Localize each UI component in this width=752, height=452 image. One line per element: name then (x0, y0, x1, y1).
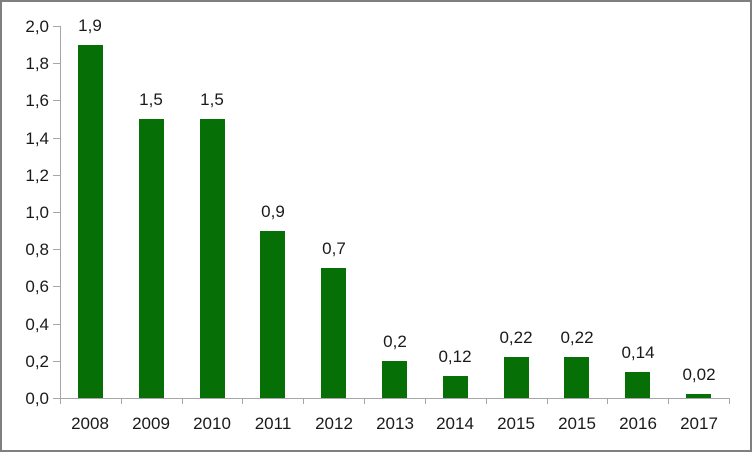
bar-value-label: 0,2 (383, 332, 407, 351)
bar (443, 376, 468, 398)
y-tick-label: 1,2 (25, 166, 49, 185)
bar-value-label: 0,9 (261, 202, 285, 221)
y-tick-label: 0,0 (25, 389, 49, 408)
y-tick (53, 100, 60, 101)
bar-value-label: 0,14 (621, 343, 655, 362)
bar (78, 45, 103, 398)
bar (200, 119, 225, 398)
bar (504, 357, 529, 398)
x-tick-label: 2013 (376, 414, 414, 433)
y-tick-label: 0,4 (25, 315, 49, 334)
y-tick (53, 63, 60, 64)
y-tick (53, 324, 60, 325)
bar-value-label: 1,5 (200, 90, 224, 109)
y-axis-line (60, 26, 61, 398)
x-tick (364, 399, 365, 404)
y-tick (53, 26, 60, 27)
y-tick-label: 1,8 (25, 54, 49, 73)
y-tick-label: 0,2 (25, 352, 49, 371)
x-tick-label: 2016 (619, 414, 657, 433)
x-tick-label: 2015 (497, 414, 535, 433)
x-tick (729, 399, 730, 404)
bar-value-label: 0,12 (438, 347, 472, 366)
x-tick (121, 399, 122, 404)
y-tick (53, 286, 60, 287)
bar-value-label: 0,22 (499, 328, 533, 347)
y-tick (53, 175, 60, 176)
y-tick-label: 1,6 (25, 91, 49, 110)
bar (625, 372, 650, 398)
x-tick-label: 2014 (436, 414, 474, 433)
x-tick (60, 399, 61, 404)
y-tick (53, 212, 60, 213)
x-tick-label: 2017 (680, 414, 718, 433)
y-tick-label: 0,6 (25, 277, 49, 296)
x-tick (668, 399, 669, 404)
y-tick-label: 1,0 (25, 203, 49, 222)
x-tick-label: 2008 (71, 414, 109, 433)
bar (382, 361, 407, 398)
x-tick (182, 399, 183, 404)
bar (139, 119, 164, 398)
y-tick (53, 361, 60, 362)
y-tick (53, 398, 60, 399)
y-tick-label: 0,8 (25, 240, 49, 259)
x-tick-label: 2011 (254, 414, 292, 433)
x-tick-label: 2010 (193, 414, 231, 433)
x-tick (486, 399, 487, 404)
x-tick-label: 2015 (558, 414, 596, 433)
y-tick-label: 2,0 (25, 17, 49, 36)
bar-value-label: 1,5 (139, 90, 163, 109)
bar (321, 268, 346, 398)
y-tick-label: 1,4 (25, 129, 49, 148)
y-tick (53, 138, 60, 139)
y-tick (53, 249, 60, 250)
bar (564, 357, 589, 398)
x-tick-label: 2012 (315, 414, 353, 433)
bar (686, 394, 711, 398)
x-tick (425, 399, 426, 404)
x-tick-label: 2009 (132, 414, 170, 433)
x-axis-line (60, 398, 730, 399)
bar (260, 231, 285, 398)
x-tick (303, 399, 304, 404)
x-tick (607, 399, 608, 404)
bar-value-label: 0,02 (682, 365, 716, 384)
bar-value-label: 0,7 (322, 239, 346, 258)
bar-value-label: 0,22 (560, 328, 594, 347)
x-tick (242, 399, 243, 404)
bar-value-label: 1,9 (78, 16, 102, 35)
x-tick (547, 399, 548, 404)
